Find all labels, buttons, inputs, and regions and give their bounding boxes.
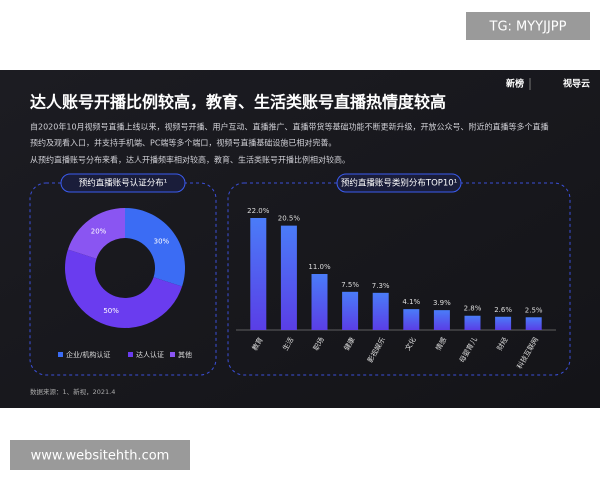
legend-label: 企业/机构认证 (66, 350, 110, 359)
pie-slice (67, 208, 125, 259)
bar (525, 317, 542, 330)
legend-label: 达人认证 (136, 350, 164, 359)
bar (250, 218, 267, 330)
data-label: 2.5% (525, 306, 543, 314)
data-label: 22.0% (247, 207, 270, 215)
chart-title-pill (336, 173, 462, 193)
data-label: 50% (103, 307, 119, 315)
data-label: 30% (154, 238, 170, 246)
legend-swatch (58, 352, 63, 357)
logo: 新榜 (506, 78, 524, 90)
chart-title: 预约直播账号类别分布TOP10¹ (341, 178, 457, 189)
legend-swatch (128, 352, 133, 357)
chart-title: 预约直播账号认证分布¹ (79, 178, 167, 189)
source: 数据来源：1、新视，2021.4 (30, 387, 115, 396)
data-label: 4.1% (402, 298, 420, 306)
footer-box (10, 440, 190, 470)
footer-url: www.websitehth.com (31, 449, 170, 464)
panel (29, 182, 217, 376)
logo: 视导云 (563, 78, 590, 90)
watermark: TG: MYYJJPP (489, 20, 567, 35)
slide-title: 达人账号开播比例较高，教育、生活类账号直播热情度较高 (30, 93, 446, 112)
data-label: 20.5% (278, 215, 301, 223)
data-label: 20% (91, 228, 107, 236)
data-label: 7.5% (341, 281, 359, 289)
paragraph: 自2020年10月视频号直播上线以来，视频号开播、用户互动、直播推广、直播带货等… (30, 122, 549, 132)
bar (342, 291, 359, 330)
watermark-box (466, 12, 590, 40)
bar (464, 315, 481, 330)
paragraph: 从预约直播账号分布来看，达人开播频率相对较高，教育、生活类账号开播比例相对较高。 (30, 155, 350, 165)
data-label: 2.8% (464, 305, 482, 313)
data-label: 11.0% (308, 263, 331, 271)
paragraph: 预约及观看入口，并支持手机端、PC端等多个端口，视频号直播基础设施已相对完善。 (30, 138, 336, 148)
pie-slice (65, 249, 183, 329)
bar (280, 225, 297, 330)
bar (311, 274, 328, 330)
bar (403, 309, 420, 330)
pie-slice (125, 208, 185, 287)
legend-label: 其他 (178, 350, 192, 359)
legend-swatch (170, 352, 175, 357)
bar (372, 292, 389, 330)
chart-title-pill (60, 173, 186, 193)
data-label: 2.6% (494, 306, 512, 314)
bar (433, 310, 450, 330)
data-label: 3.9% (433, 299, 451, 307)
bar (495, 316, 512, 330)
data-label: 7.3% (372, 282, 390, 290)
panel (227, 182, 571, 376)
